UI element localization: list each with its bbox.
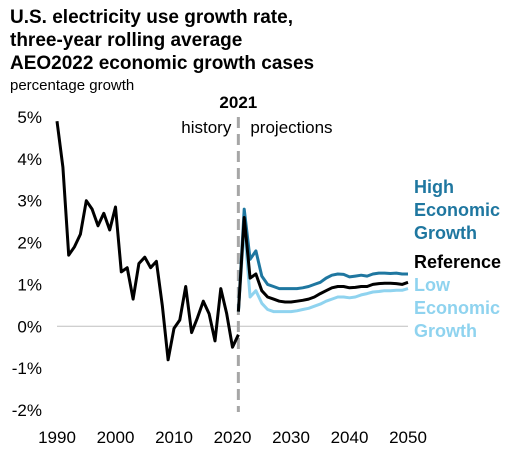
y-tick-label: 0% xyxy=(17,317,42,336)
y-tick-label: 4% xyxy=(17,150,42,169)
x-tick-label: 2010 xyxy=(155,428,193,447)
history-label: history xyxy=(181,118,232,137)
chart-subtitle: percentage growth xyxy=(10,77,135,94)
y-tick-label: 2% xyxy=(17,234,42,253)
x-tick-label: 1990 xyxy=(38,428,76,447)
y-tick-label: -2% xyxy=(12,401,42,420)
divider-year-label: 2021 xyxy=(219,93,257,112)
y-tick-label: 5% xyxy=(17,108,42,127)
high-growth-series-line xyxy=(236,207,408,312)
x-tick-label: 2050 xyxy=(389,428,427,447)
x-tick-label: 2030 xyxy=(272,428,310,447)
legend-low-label: Low xyxy=(414,275,451,295)
legend-high-label: Growth xyxy=(414,223,477,243)
legend-low-label: Economic xyxy=(414,298,500,318)
history-series-line xyxy=(55,121,240,362)
chart-title-line-3: AEO2022 economic growth cases xyxy=(10,53,315,74)
reference-series-line xyxy=(236,216,409,312)
legend-low-label: Growth xyxy=(414,321,477,341)
x-tick-label: 2040 xyxy=(331,428,369,447)
x-tick-label: 2000 xyxy=(97,428,135,447)
legend-high-label: High xyxy=(414,177,454,197)
y-tick-label: 1% xyxy=(17,275,42,294)
x-tick-label: 2020 xyxy=(214,428,252,447)
y-tick-label: -1% xyxy=(12,359,42,378)
legend-reference-label: Reference xyxy=(414,252,501,272)
low-growth-series-line xyxy=(236,224,409,314)
y-tick-label: 3% xyxy=(17,192,42,211)
chart-title-line-1: U.S. electricity use growth rate, xyxy=(10,7,293,28)
legend-high-label: Economic xyxy=(414,200,500,220)
projections-label: projections xyxy=(250,118,332,137)
chart-title-line-2: three-year rolling average xyxy=(10,30,243,51)
